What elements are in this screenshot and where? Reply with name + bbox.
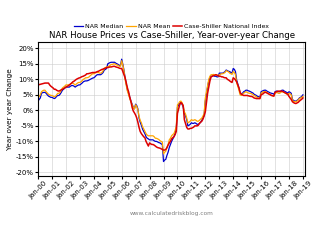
Title: NAR House Prices vs Case-Shiller, Year-over-year Change: NAR House Prices vs Case-Shiller, Year-o… bbox=[49, 31, 295, 40]
Y-axis label: Year over year Change: Year over year Change bbox=[7, 68, 13, 150]
Line: NAR Mean: NAR Mean bbox=[38, 61, 303, 154]
Line: Case-Shiller National Index: Case-Shiller National Index bbox=[38, 66, 303, 150]
Line: NAR Median: NAR Median bbox=[38, 59, 303, 161]
Text: www.calculatedriskblog.com: www.calculatedriskblog.com bbox=[130, 211, 213, 216]
Legend: NAR Median, NAR Mean, Case-Shiller National Index: NAR Median, NAR Mean, Case-Shiller Natio… bbox=[71, 21, 272, 32]
